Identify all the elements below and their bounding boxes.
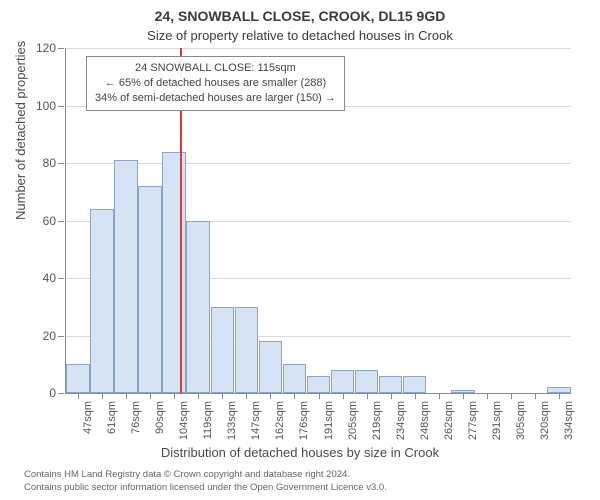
histogram-bar: [211, 307, 235, 393]
footer-line-2: Contains public sector information licen…: [24, 482, 387, 494]
histogram-bar: [379, 376, 403, 393]
y-tick: [58, 48, 64, 49]
x-tick: [198, 393, 199, 399]
histogram-bar: [66, 364, 90, 393]
footer-line-1: Contains HM Land Registry data © Crown c…: [24, 469, 387, 481]
histogram-bar: [355, 370, 379, 393]
histogram-bar: [138, 186, 162, 393]
gridline: [66, 48, 571, 49]
histogram-bar: [114, 160, 138, 393]
annotation-line: 24 SNOWBALL CLOSE: 115sqm: [95, 61, 336, 76]
histogram-bar: [403, 376, 427, 393]
y-tick-label: 40: [43, 271, 56, 285]
y-axis-label: Number of detached properties: [13, 41, 28, 220]
x-tick: [439, 393, 440, 399]
x-tick-label: 305sqm: [515, 401, 527, 440]
x-tick-label: 334sqm: [563, 401, 575, 440]
x-tick: [270, 393, 271, 399]
x-tick: [535, 393, 536, 399]
x-tick: [391, 393, 392, 399]
x-tick: [487, 393, 488, 399]
annotation-line: ← 65% of detached houses are smaller (28…: [95, 76, 336, 91]
y-tick: [58, 278, 64, 279]
x-tick-label: 61sqm: [106, 401, 118, 434]
x-tick-label: 291sqm: [491, 401, 503, 440]
histogram-bar: [90, 209, 114, 393]
x-tick: [78, 393, 79, 399]
histogram-bar: [283, 364, 307, 393]
x-tick: [463, 393, 464, 399]
x-tick: [415, 393, 416, 399]
x-tick: [222, 393, 223, 399]
x-tick: [102, 393, 103, 399]
annotation-box: 24 SNOWBALL CLOSE: 115sqm← 65% of detach…: [86, 56, 345, 111]
y-tick-label: 120: [36, 41, 56, 55]
y-tick-label: 60: [43, 214, 56, 228]
x-tick: [559, 393, 560, 399]
x-tick-label: 147sqm: [250, 401, 262, 440]
x-tick: [174, 393, 175, 399]
x-tick-label: 219sqm: [371, 401, 383, 440]
chart-subtitle: Size of property relative to detached ho…: [0, 28, 600, 43]
x-tick-label: 205sqm: [347, 401, 359, 440]
gridline: [66, 163, 571, 164]
x-tick-label: 162sqm: [274, 401, 286, 440]
x-tick-label: 47sqm: [82, 401, 94, 434]
histogram-bar: [331, 370, 355, 393]
x-tick-label: 176sqm: [298, 401, 310, 440]
y-tick: [58, 393, 64, 394]
x-tick-label: 234sqm: [395, 401, 407, 440]
plot-area: 02040608010012047sqm61sqm76sqm90sqm104sq…: [65, 48, 571, 394]
x-tick: [343, 393, 344, 399]
x-tick-label: 76sqm: [130, 401, 142, 434]
annotation-line: 34% of semi-detached houses are larger (…: [95, 91, 336, 106]
y-tick: [58, 336, 64, 337]
y-tick-label: 100: [36, 99, 56, 113]
x-tick: [126, 393, 127, 399]
x-tick-label: 104sqm: [178, 401, 190, 440]
y-tick: [58, 106, 64, 107]
x-tick-label: 133sqm: [226, 401, 238, 440]
histogram-bar: [162, 152, 186, 394]
y-tick-label: 0: [49, 386, 56, 400]
histogram-bar: [307, 376, 331, 393]
y-tick: [58, 163, 64, 164]
x-tick: [294, 393, 295, 399]
y-tick: [58, 221, 64, 222]
x-tick-label: 277sqm: [467, 401, 479, 440]
x-tick: [367, 393, 368, 399]
x-axis-label: Distribution of detached houses by size …: [0, 445, 600, 460]
x-tick: [150, 393, 151, 399]
x-tick: [246, 393, 247, 399]
histogram-bar: [235, 307, 259, 393]
x-tick-label: 119sqm: [202, 401, 214, 439]
x-tick-label: 90sqm: [154, 401, 166, 434]
x-tick: [319, 393, 320, 399]
x-tick: [511, 393, 512, 399]
chart-title: 24, SNOWBALL CLOSE, CROOK, DL15 9GD: [0, 8, 600, 24]
y-tick-label: 20: [43, 329, 56, 343]
footer-attribution: Contains HM Land Registry data © Crown c…: [24, 469, 387, 494]
x-tick-label: 262sqm: [443, 401, 455, 440]
x-tick-label: 320sqm: [539, 401, 551, 440]
histogram-bar: [259, 341, 283, 393]
x-tick-label: 248sqm: [419, 401, 431, 440]
y-tick-label: 80: [43, 156, 56, 170]
x-tick-label: 191sqm: [323, 401, 335, 440]
histogram-bar: [186, 221, 210, 394]
